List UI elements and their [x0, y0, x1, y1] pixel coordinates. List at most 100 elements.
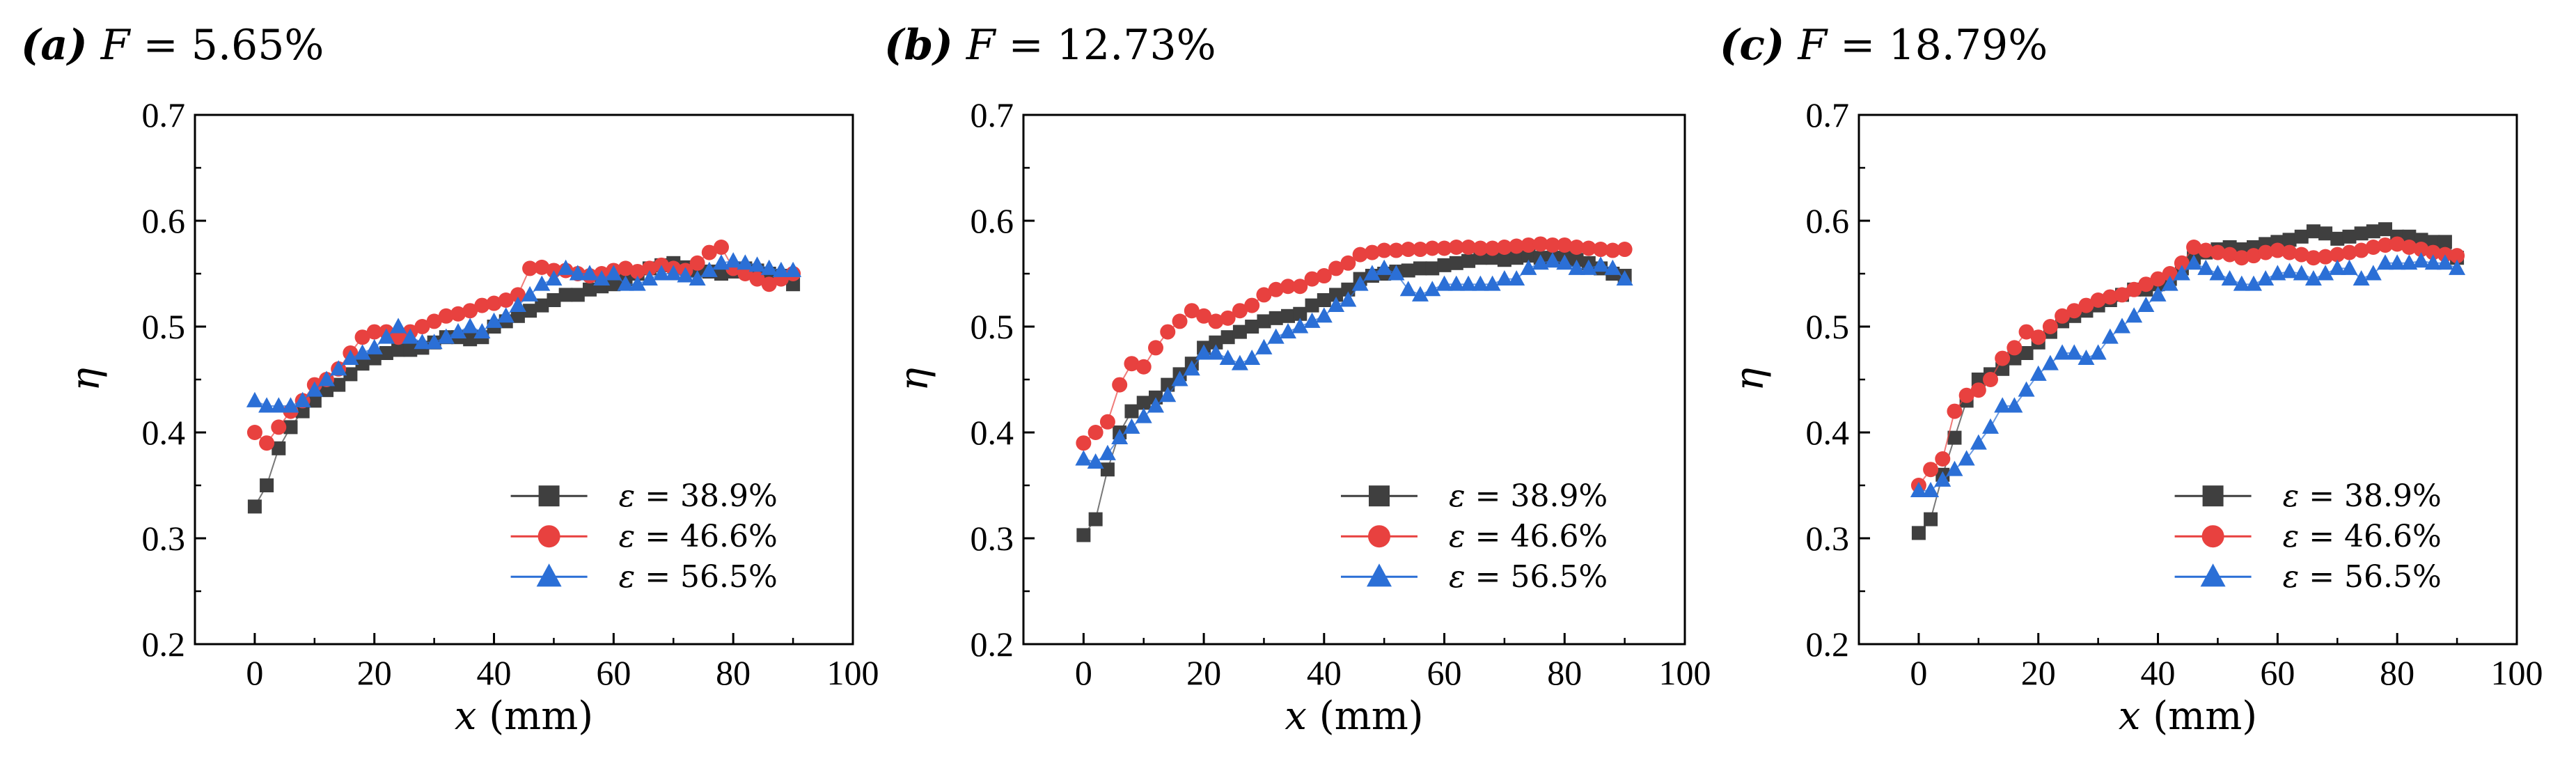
data-point: [1076, 435, 1092, 451]
data-point: [2318, 226, 2333, 241]
data-point: [1557, 237, 1573, 253]
data-point: [2378, 237, 2393, 253]
data-point: [1532, 236, 1548, 252]
data-point: [414, 319, 430, 334]
data-point: [2114, 287, 2130, 303]
data-point: [1281, 308, 1295, 323]
data-point: [2353, 242, 2369, 258]
data-point: [1436, 275, 1453, 291]
data-point: [2137, 297, 2155, 313]
data-point: [641, 270, 658, 286]
legend-label: ε = 56.5%: [2283, 559, 2442, 595]
y-tick-label: 0.2: [142, 625, 186, 664]
data-point: [1592, 256, 1610, 272]
data-point: [246, 391, 263, 407]
data-point: [1208, 313, 1224, 329]
legend-value: = 46.6%: [635, 519, 778, 554]
data-point: [2304, 270, 2322, 286]
data-point: [306, 381, 323, 397]
data-point: [618, 260, 634, 276]
data-point: [558, 288, 573, 302]
data-point: [583, 282, 597, 297]
data-point: [1147, 397, 1164, 413]
data-point: [2293, 247, 2309, 263]
data-point: [1341, 282, 1356, 297]
data-point: [1160, 324, 1176, 340]
title-value: = 5.65%: [129, 21, 324, 70]
data-point: [1159, 386, 1177, 402]
title-symbol: F: [100, 21, 132, 70]
data-point: [689, 255, 705, 271]
data-point: [1461, 253, 1476, 268]
data-point: [1183, 360, 1200, 376]
data-point: [581, 265, 598, 281]
data-point: [450, 323, 466, 339]
data-point: [2102, 289, 2118, 305]
legend-value: = 46.6%: [2299, 519, 2442, 554]
panel-title: (c) F = 18.79%: [1720, 21, 2048, 70]
data-point: [593, 270, 611, 286]
data-point: [1545, 237, 1560, 253]
legend-value: = 56.5%: [1466, 559, 1608, 595]
data-point: [354, 344, 371, 360]
data-point: [689, 270, 706, 286]
data-point: [1509, 238, 1525, 254]
data-point: [1161, 377, 1175, 392]
data-point: [2078, 350, 2095, 366]
data-point: [497, 307, 515, 323]
data-point: [1172, 313, 1188, 329]
x-tick-label: 80: [716, 653, 751, 692]
panel-tag: (b): [884, 21, 953, 70]
data-point: [1303, 312, 1321, 328]
y-axis-label: η: [63, 368, 109, 391]
data-point: [1617, 242, 1633, 258]
data-point: [1280, 279, 1296, 295]
data-point: [366, 338, 383, 354]
x-tick-label: 40: [1307, 653, 1342, 692]
data-point: [2258, 244, 2274, 260]
data-point: [1328, 297, 1345, 313]
data-point: [1245, 320, 1259, 334]
y-tick-label: 0.3: [1806, 519, 1850, 558]
y-axis-symbol: η: [892, 368, 937, 391]
series-triangle: [1075, 252, 1633, 469]
panel-a: (a) F = 5.65% 0 20 40 60 80 100 0.2 0.3 0.4 0.5 0.6…: [21, 21, 879, 739]
x-tick-label: 0: [246, 653, 263, 692]
y-tick-label: 0.3: [971, 519, 1014, 558]
y-axis-symbol: η: [1727, 368, 1773, 391]
data-point: [748, 256, 766, 272]
data-point: [1124, 404, 1139, 419]
data-point: [294, 391, 311, 407]
legend-symbol: ε: [619, 519, 636, 554]
panel-title: (b) F = 12.73%: [884, 21, 1216, 70]
y-tick-label: 0.4: [142, 413, 186, 452]
data-point: [390, 318, 407, 334]
panel-tag: (a): [21, 21, 88, 70]
y-tick-label: 0.6: [142, 201, 186, 240]
x-tick-label: 80: [2380, 653, 2414, 692]
data-point: [2425, 244, 2441, 260]
data-point: [545, 270, 563, 286]
x-tick-label: 20: [2021, 653, 2056, 692]
data-point: [1269, 311, 1283, 325]
data-point: [641, 260, 657, 276]
data-point: [1497, 253, 1511, 267]
data-point: [2233, 275, 2250, 291]
data-point: [1135, 407, 1152, 423]
data-point: [1424, 281, 1441, 297]
y-tick-label: 0.7: [142, 95, 186, 134]
data-point: [1315, 307, 1333, 323]
title-value: = 12.73%: [995, 21, 1216, 70]
data-point: [2186, 240, 2202, 255]
data-point: [1292, 279, 1308, 295]
data-point: [1351, 275, 1369, 291]
x-tick-label: 60: [2260, 653, 2295, 692]
legend-marker: [2200, 563, 2226, 587]
data-point: [749, 271, 765, 287]
data-point: [1616, 270, 1633, 286]
legend-label: ε = 38.9%: [1449, 478, 1608, 514]
data-point: [2330, 247, 2346, 263]
legend-marker: [1367, 563, 1392, 587]
data-point: [1436, 240, 1452, 256]
data-point: [2162, 266, 2178, 281]
